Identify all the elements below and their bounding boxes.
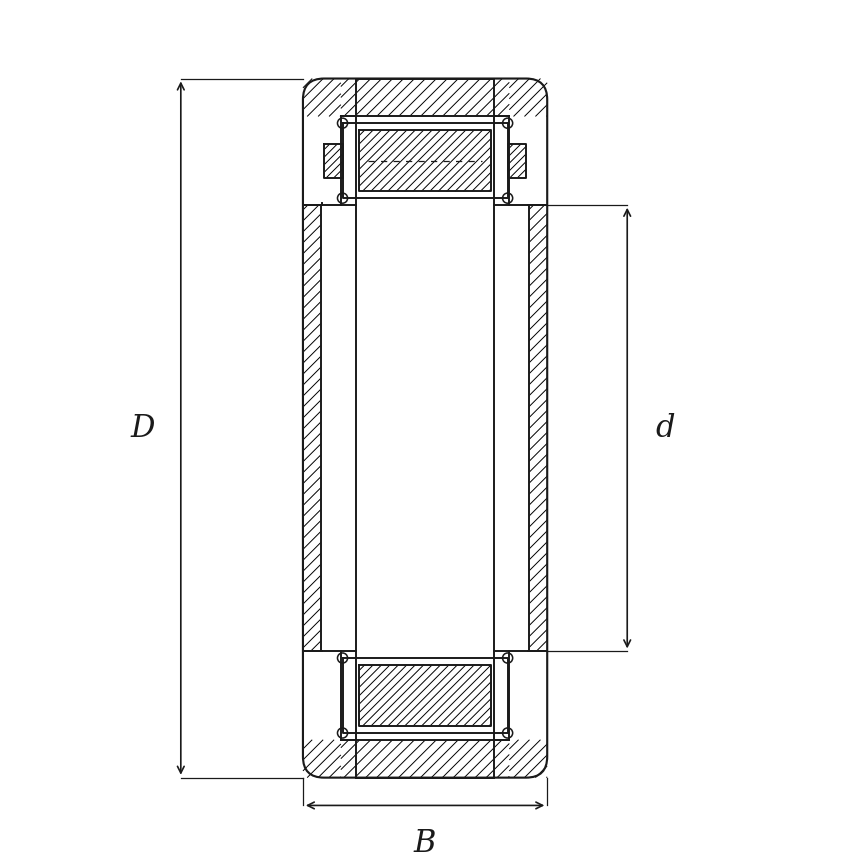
Text: d: d xyxy=(655,413,675,444)
Bar xyxy=(341,651,509,740)
Text: D: D xyxy=(131,413,155,444)
Bar xyxy=(322,205,529,651)
Bar xyxy=(341,116,509,205)
Bar xyxy=(303,79,547,778)
Text: B: B xyxy=(414,828,436,859)
